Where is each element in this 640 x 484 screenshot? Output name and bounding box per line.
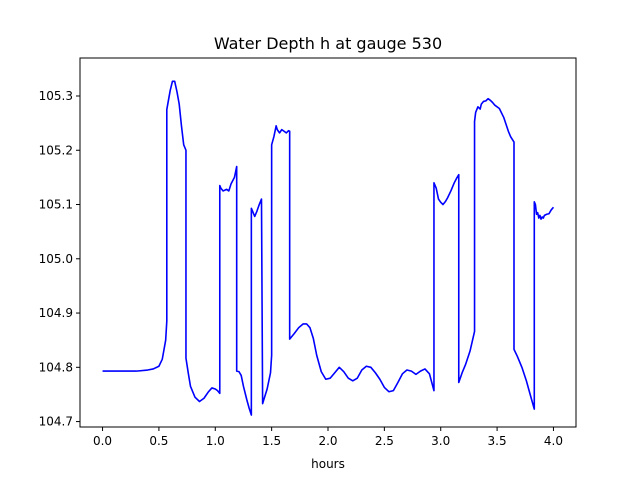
x-tick-label: 2.5 <box>375 434 394 448</box>
x-axis-ticks: 0.0 0.5 1.0 1.5 2.0 2.5 3.0 3.5 4.0 <box>93 427 563 448</box>
x-tick-label: 0.0 <box>93 434 112 448</box>
chart-title: Water Depth h at gauge 530 <box>214 34 442 53</box>
x-tick-label: 4.0 <box>544 434 563 448</box>
y-tick-label: 104.8 <box>39 360 73 374</box>
series-line <box>102 80 555 416</box>
y-tick-label: 105.3 <box>39 89 73 103</box>
y-tick-label: 105.0 <box>39 252 73 266</box>
series-layer <box>102 80 555 416</box>
plot-area-frame <box>79 57 577 428</box>
x-tick-label: 2.0 <box>318 434 337 448</box>
x-tick-label: 0.5 <box>149 434 168 448</box>
x-tick-label: 3.0 <box>431 434 450 448</box>
x-tick-label: 1.0 <box>206 434 225 448</box>
y-axis-ticks: 104.7 104.8 104.9 105.0 105.1 105.2 105.3 <box>39 89 80 429</box>
x-tick-label: 1.5 <box>262 434 281 448</box>
x-tick-label: 3.5 <box>488 434 507 448</box>
x-axis-label: hours <box>311 457 345 471</box>
y-tick-label: 105.1 <box>39 198 73 212</box>
y-tick-label: 105.2 <box>39 143 73 157</box>
y-tick-label: 104.7 <box>39 415 73 429</box>
y-tick-label: 104.9 <box>39 306 73 320</box>
